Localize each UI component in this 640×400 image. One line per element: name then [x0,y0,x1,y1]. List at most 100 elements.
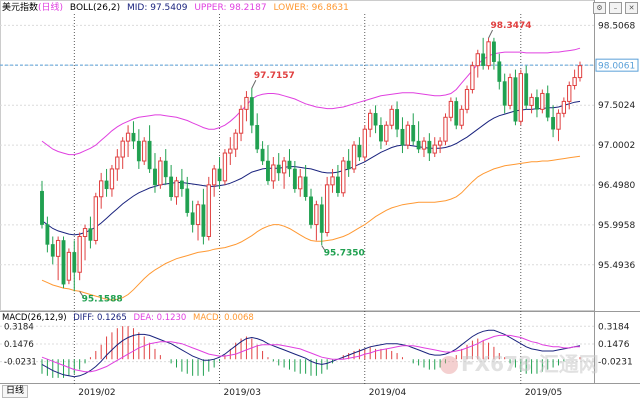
candle-body-down [50,244,55,257]
candle-body-up [572,77,577,87]
candle-body-down [169,176,174,198]
candle-body-down [492,41,496,62]
price-tick-label: 98.5068 [598,21,635,31]
candle-body-up [158,160,163,186]
candle-body-up [298,176,303,190]
candle-body-up [437,140,443,146]
boll-upper-value: UPPER: 98.2187 [194,3,267,13]
candle-body-down [309,196,313,225]
extreme-price-label: 97.7157 [254,71,295,81]
macd-tick-label: 0.3184 [598,322,630,332]
candle-body-down [400,128,405,146]
candle-body-up [341,160,346,194]
grid [0,14,594,384]
candle-body-up [529,96,534,106]
candle-body-up [421,140,427,150]
candle-body-down [147,140,152,170]
candle-body-down [427,140,432,154]
annotation-leader [321,245,327,252]
extreme-price-label: 95.1588 [82,294,123,304]
candle-body-down [40,190,44,225]
candle-body-up [432,144,437,154]
candle-body-down [373,113,378,126]
candle-body-up [281,160,287,174]
extreme-price-label: 95.7350 [324,249,365,259]
candle-body-down [346,160,351,170]
candle-body-down [335,176,340,194]
candle-body-down [104,180,109,190]
candle-body-up [115,156,120,170]
candle-body-up [567,85,572,102]
candle-body-down [153,168,157,186]
candle-body-up [556,112,561,130]
candle-body-down [276,164,281,174]
boll-mid-value: MID: 97.5409 [127,3,188,13]
candle-body-down [416,140,421,150]
fx678-logo-icon [440,356,458,374]
candle-body-up [125,132,131,142]
macd-diff-line [41,329,581,378]
macd-header: MACD(26,12,9) DIFF: 0.1265 DEA: 0.1230 M… [2,313,258,324]
macd-tick-label-left: -0.0231 [4,358,37,368]
minimize-icon[interactable]: – [609,2,622,14]
candle-body-up [540,92,545,110]
candle-body-down [266,160,270,182]
candle-body-down [249,97,254,126]
candle-body-up [238,108,244,134]
current-price-label: 98.0061 [598,62,635,72]
macd-panel [41,326,581,378]
main-panel-border [0,0,595,311]
candle-body-up [486,41,491,67]
candle-body-down [131,132,136,142]
candle-body-down [357,144,362,158]
candle-body-down [179,180,184,190]
period-button[interactable]: 日线 [2,385,29,398]
candle-body-up [475,53,480,67]
candle-body-up [82,228,88,237]
boll-lower-line [41,155,581,301]
instrument-title: 美元指数(日线) [2,3,64,13]
candle-body-up [518,73,523,122]
candle-body-down [545,93,550,118]
candle-body-down [88,228,93,241]
axes: 98.506898.004697.502497.000296.498095.99… [4,21,639,398]
close-icon[interactable]: ✕ [625,2,638,14]
candle-body-down [524,73,529,106]
date-tick-label: 2019/03 [224,388,261,398]
candle-body-up [66,251,72,281]
extreme-price-label: 98.3474 [491,21,532,31]
date-tick-label: 2019/04 [369,388,407,398]
candle-body-up [324,184,330,234]
macd-dea-value: DEA: 0.1230 [133,313,187,323]
indicator-name[interactable]: BOLL(26,2) [69,3,121,13]
candles [40,37,583,292]
candle-body-down [61,240,66,285]
candle-body-down [185,188,190,213]
candle-body-down [513,77,518,122]
macd-name[interactable]: MACD(26,12,9) [2,313,67,323]
candle-body-down [292,168,297,190]
candle-body-up [351,144,357,170]
candle-body-down [481,53,486,66]
settings-icon[interactable]: ⚙ [593,2,606,14]
candle-body-down [201,204,206,237]
watermark-logo: FX678 汇通网 [440,348,599,377]
candle-body-up [55,239,61,257]
candle-body-down [260,148,265,162]
candle-body-up [244,96,249,110]
boll-mid-line [41,100,581,236]
candle-body-down [190,212,195,225]
macd-tick-label-left: 0.1476 [4,340,34,350]
macd-dea-line [41,334,580,373]
candle-body-down [379,124,383,142]
current-price-tag [595,58,639,72]
candle-body-down [319,204,324,233]
date-tick-label: 2019/02 [78,388,115,398]
chart-header: 美元指数(日线) BOLL(26,2) MID: 97.5409 UPPER: … [2,2,353,14]
date-tick-label: 2019/05 [525,388,562,398]
window-controls: ⚙ – ✕ [593,2,638,14]
price-tick-label: 96.4980 [598,181,635,191]
candle-body-up [314,204,319,226]
candle-body-up [362,128,367,158]
